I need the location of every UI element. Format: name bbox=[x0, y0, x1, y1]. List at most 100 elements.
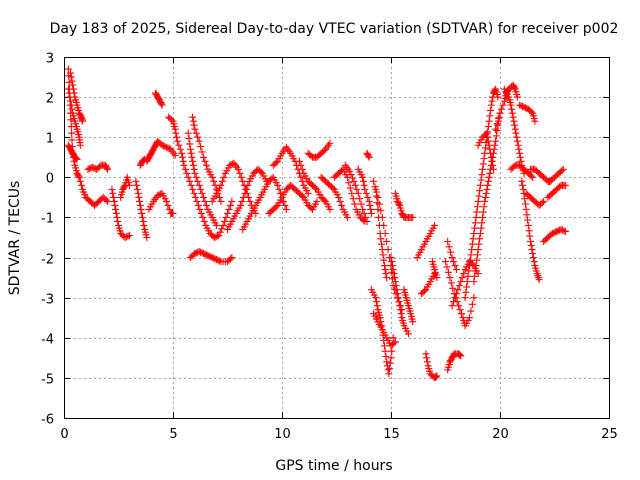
series-arc39 bbox=[428, 258, 441, 282]
data-point bbox=[191, 125, 199, 133]
data-point bbox=[124, 232, 132, 240]
data-point bbox=[394, 290, 402, 298]
series-arc10 bbox=[143, 137, 179, 165]
x-tick-label: 20 bbox=[492, 427, 509, 442]
data-point bbox=[165, 205, 173, 213]
data-point bbox=[298, 192, 306, 200]
series-arc16 bbox=[186, 248, 236, 266]
data-point bbox=[468, 246, 476, 254]
data-point bbox=[343, 173, 351, 181]
data-point bbox=[523, 211, 531, 219]
series-arc14 bbox=[184, 129, 221, 229]
data-point bbox=[200, 193, 208, 201]
data-point bbox=[383, 274, 391, 282]
data-point bbox=[197, 209, 205, 217]
data-point bbox=[184, 129, 192, 137]
data-point bbox=[373, 199, 381, 207]
data-point bbox=[377, 235, 385, 243]
data-point bbox=[395, 200, 403, 208]
data-point bbox=[175, 141, 183, 149]
data-point bbox=[169, 209, 177, 217]
data-point bbox=[561, 227, 569, 235]
data-point bbox=[478, 219, 486, 227]
data-point bbox=[477, 176, 485, 184]
data-point bbox=[354, 189, 362, 197]
data-point bbox=[556, 183, 564, 191]
data-point bbox=[470, 229, 478, 237]
data-point bbox=[275, 185, 283, 193]
data-point bbox=[444, 238, 452, 246]
data-point bbox=[229, 160, 237, 168]
data-point bbox=[457, 278, 465, 286]
data-point bbox=[465, 267, 473, 275]
data-point bbox=[494, 121, 502, 129]
data-point bbox=[228, 254, 236, 262]
data-point bbox=[522, 205, 530, 213]
data-point bbox=[475, 240, 483, 248]
y-tick-label: -2 bbox=[41, 253, 54, 268]
data-point bbox=[524, 221, 532, 229]
data-point bbox=[67, 116, 75, 124]
data-point bbox=[162, 197, 170, 205]
data-point bbox=[468, 240, 476, 248]
data-point bbox=[561, 181, 569, 189]
data-point bbox=[473, 203, 481, 211]
data-point bbox=[446, 274, 454, 282]
data-point bbox=[180, 161, 188, 169]
data-point bbox=[367, 209, 375, 217]
data-point bbox=[183, 169, 191, 177]
series-arc44 bbox=[461, 85, 502, 302]
data-point bbox=[194, 133, 202, 141]
series-arc32 bbox=[370, 310, 399, 350]
data-point bbox=[196, 205, 204, 213]
data-point bbox=[201, 197, 209, 205]
data-point bbox=[135, 193, 143, 201]
data-point bbox=[512, 129, 520, 137]
data-point bbox=[485, 117, 493, 125]
x-tick-label: 25 bbox=[601, 427, 618, 442]
data-point bbox=[214, 256, 222, 264]
data-point bbox=[136, 197, 144, 205]
data-point bbox=[242, 185, 250, 193]
data-point bbox=[560, 227, 568, 235]
data-point bbox=[76, 141, 84, 149]
data-point bbox=[517, 102, 525, 110]
series-arc54 bbox=[544, 181, 569, 201]
data-point bbox=[452, 266, 460, 274]
data-point bbox=[191, 169, 199, 177]
data-point bbox=[516, 149, 524, 157]
data-point bbox=[298, 165, 306, 173]
data-point bbox=[189, 117, 197, 125]
data-point bbox=[193, 197, 201, 205]
data-point bbox=[447, 279, 455, 287]
data-point bbox=[75, 173, 83, 181]
data-point bbox=[395, 298, 403, 306]
data-point bbox=[109, 189, 117, 197]
data-point bbox=[557, 225, 565, 233]
data-point bbox=[239, 177, 247, 185]
data-point bbox=[510, 117, 518, 125]
data-point bbox=[138, 213, 146, 221]
data-point bbox=[216, 228, 224, 236]
data-point bbox=[179, 157, 187, 165]
data-point bbox=[433, 274, 441, 282]
data-point bbox=[189, 185, 197, 193]
data-point bbox=[527, 238, 535, 246]
data-point bbox=[362, 213, 370, 221]
chart-title: Day 183 of 2025, Sidereal Day-to-day VTE… bbox=[50, 21, 619, 37]
data-point bbox=[133, 181, 141, 189]
series-arc24 bbox=[317, 173, 351, 221]
data-point bbox=[484, 177, 492, 185]
data-point bbox=[88, 163, 96, 171]
data-point bbox=[224, 209, 231, 217]
series-arc38 bbox=[422, 350, 441, 382]
data-point bbox=[186, 177, 194, 185]
data-point bbox=[215, 231, 223, 239]
series-arc12 bbox=[152, 89, 166, 109]
data-point bbox=[471, 219, 479, 227]
data-point bbox=[474, 246, 482, 254]
data-point bbox=[444, 268, 452, 276]
data-point bbox=[529, 250, 537, 258]
data-point bbox=[351, 200, 359, 208]
data-point bbox=[492, 125, 500, 133]
